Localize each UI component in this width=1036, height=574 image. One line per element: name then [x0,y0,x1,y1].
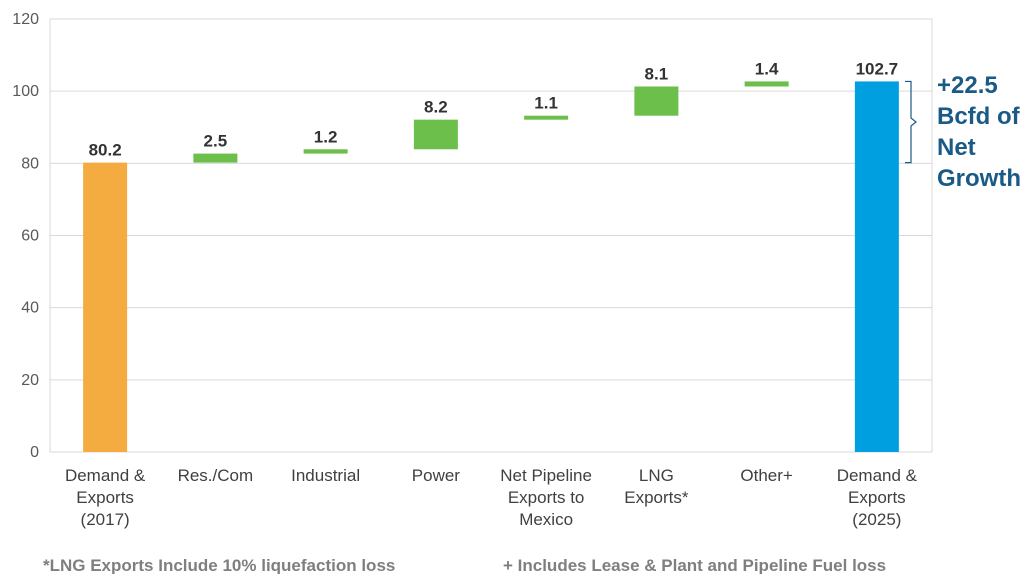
data-label: 8.2 [424,98,448,117]
footnote-lng: *LNG Exports Include 10% liquefaction lo… [43,556,395,574]
category-label: Exports [76,488,134,507]
y-tick-label: 0 [30,444,39,461]
data-label: 1.2 [314,127,338,146]
growth-annotation: Growth [937,165,1021,192]
category-label: Demand & [837,466,918,485]
increase-bar [413,119,458,150]
category-label: Other+ [740,466,793,485]
data-label: 80.2 [89,141,122,160]
y-tick-label: 20 [21,372,39,389]
footnote-other: + Includes Lease & Plant and Pipeline Fu… [503,556,886,574]
increase-bar [634,86,679,116]
category-label: Exports to [508,488,585,507]
y-tick-label: 40 [21,300,39,317]
category-label: Mexico [519,510,573,529]
category-label: (2025) [852,510,901,529]
increase-bar [303,149,348,154]
data-label: 8.1 [645,64,669,83]
data-label: 1.1 [534,94,558,113]
y-tick-label: 100 [12,83,39,100]
category-label: LNG [639,466,674,485]
category-label: Exports* [624,488,689,507]
category-label: Res./Com [178,466,254,485]
data-label: 102.7 [856,59,899,78]
growth-annotation: +22.5 [937,72,998,99]
data-label: 1.4 [755,59,779,78]
growth-annotation: Net [937,134,976,161]
category-label: Power [412,466,461,485]
category-label: Exports [848,488,906,507]
plot-frame [49,18,933,453]
y-tick-label: 80 [21,155,39,172]
total-bar [83,162,128,452]
category-label: (2017) [81,510,130,529]
increase-bar [744,81,789,87]
increase-bar [193,153,238,163]
category-label: Net Pipeline [500,466,592,485]
data-label: 2.5 [204,132,228,151]
y-tick-label: 60 [21,228,39,245]
total-bar [854,81,899,452]
y-tick-label: 120 [12,11,39,28]
category-label: Demand & [65,466,146,485]
category-label: Industrial [291,466,360,485]
growth-annotation: Bcfd of [937,103,1021,130]
growth-bracket [905,80,917,164]
increase-bar [524,115,569,120]
